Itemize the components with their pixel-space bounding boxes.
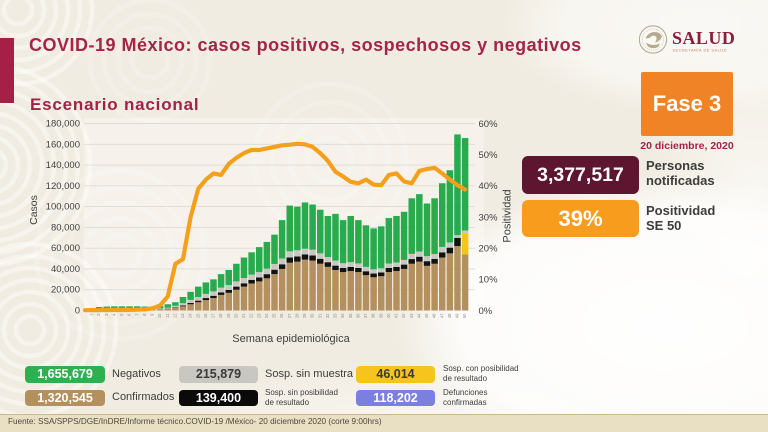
svg-text:20: 20	[234, 313, 239, 318]
svg-text:0%: 0%	[479, 306, 493, 317]
svg-text:36: 36	[356, 313, 361, 318]
svg-text:4: 4	[112, 313, 117, 316]
svg-text:6: 6	[127, 313, 132, 316]
svg-text:60,000: 60,000	[51, 243, 80, 254]
svg-text:9: 9	[150, 313, 155, 316]
svg-text:32: 32	[325, 313, 330, 318]
svg-text:40,000: 40,000	[51, 264, 80, 275]
svg-text:40: 40	[386, 313, 391, 318]
svg-text:Semana epidemiológica: Semana epidemiológica	[232, 333, 350, 345]
svg-text:160,000: 160,000	[46, 139, 80, 150]
svg-text:21: 21	[241, 313, 246, 318]
svg-text:48: 48	[447, 313, 452, 318]
svg-text:27: 27	[287, 313, 292, 318]
svg-text:60%: 60%	[479, 119, 499, 130]
svg-text:43: 43	[409, 313, 414, 318]
svg-text:39: 39	[378, 313, 383, 318]
svg-text:47: 47	[439, 313, 444, 318]
svg-text:0: 0	[75, 306, 80, 317]
svg-text:25: 25	[272, 313, 277, 318]
svg-text:7: 7	[134, 313, 139, 316]
svg-text:28: 28	[295, 313, 300, 318]
svg-text:5: 5	[119, 313, 124, 316]
svg-text:26: 26	[279, 313, 284, 318]
svg-text:SECRETARÍA DE SALUD: SECRETARÍA DE SALUD	[673, 48, 727, 53]
svg-text:24: 24	[264, 313, 269, 318]
svg-text:41: 41	[394, 313, 399, 318]
svg-text:SALUD: SALUD	[672, 28, 735, 48]
svg-text:34: 34	[340, 313, 345, 318]
svg-text:13: 13	[180, 313, 185, 318]
svg-text:23: 23	[256, 313, 261, 318]
svg-text:17: 17	[211, 313, 216, 318]
svg-text:38: 38	[371, 313, 376, 318]
svg-text:10%: 10%	[479, 275, 499, 286]
svg-text:49: 49	[455, 313, 460, 318]
svg-text:18: 18	[218, 313, 223, 318]
svg-text:45: 45	[424, 313, 429, 318]
svg-text:50: 50	[462, 313, 467, 318]
svg-text:29: 29	[302, 313, 307, 318]
svg-text:30: 30	[310, 313, 315, 318]
svg-text:44: 44	[417, 313, 422, 318]
svg-text:2: 2	[96, 313, 101, 316]
svg-text:3: 3	[104, 313, 109, 316]
svg-text:11: 11	[165, 313, 170, 318]
svg-text:20,000: 20,000	[51, 285, 80, 296]
svg-text:19: 19	[226, 313, 231, 318]
svg-text:Positividad: Positividad	[502, 189, 514, 242]
svg-text:140,000: 140,000	[46, 160, 80, 171]
svg-text:100,000: 100,000	[46, 202, 80, 213]
svg-text:12: 12	[173, 313, 178, 318]
svg-text:120,000: 120,000	[46, 181, 80, 192]
svg-text:16: 16	[203, 313, 208, 318]
svg-text:30%: 30%	[479, 212, 499, 223]
svg-text:35: 35	[348, 313, 353, 318]
svg-text:80,000: 80,000	[51, 222, 80, 233]
svg-text:22: 22	[249, 313, 254, 318]
svg-text:1: 1	[89, 313, 94, 316]
svg-text:40%: 40%	[479, 181, 499, 192]
svg-text:15: 15	[195, 313, 200, 318]
svg-text:20%: 20%	[479, 244, 499, 255]
svg-text:14: 14	[188, 313, 193, 318]
svg-text:180,000: 180,000	[46, 119, 80, 130]
svg-text:33: 33	[333, 313, 338, 318]
svg-text:46: 46	[432, 313, 437, 318]
svg-text:10: 10	[157, 313, 162, 318]
svg-text:Casos: Casos	[28, 195, 40, 225]
svg-text:37: 37	[363, 313, 368, 318]
svg-text:31: 31	[317, 313, 322, 318]
svg-text:42: 42	[401, 313, 406, 318]
svg-text:8: 8	[142, 313, 147, 316]
svg-text:50%: 50%	[479, 150, 499, 161]
